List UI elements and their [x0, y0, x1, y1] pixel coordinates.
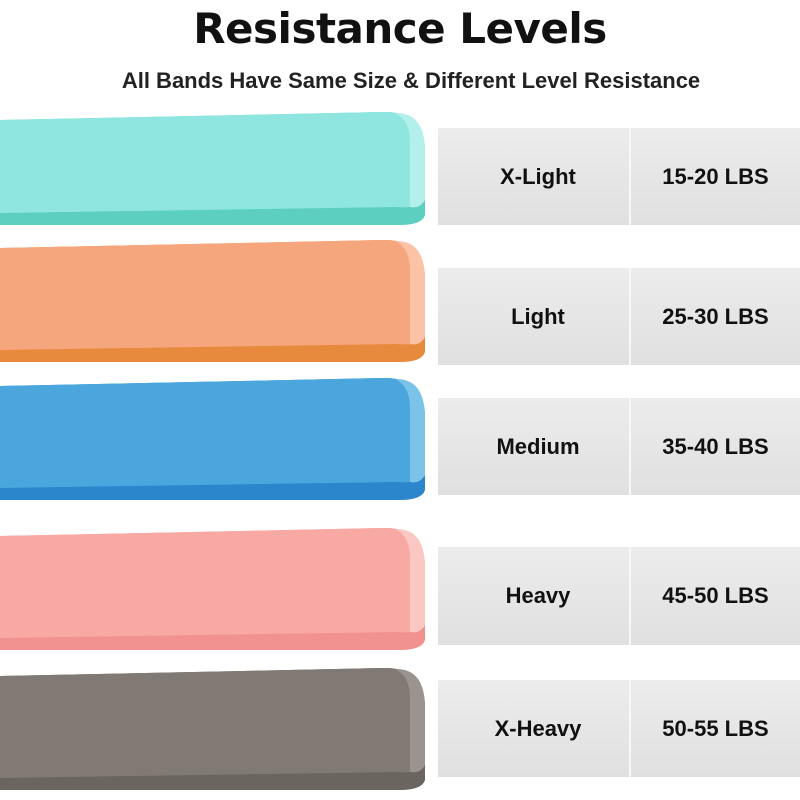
divider — [629, 680, 631, 777]
level-row: X-Light 15-20 LBS — [438, 128, 800, 225]
band-shape — [395, 112, 425, 208]
band-shape — [395, 378, 425, 483]
level-row: Heavy 45-50 LBS — [438, 547, 800, 645]
band-shape — [395, 668, 425, 773]
band-shape — [0, 668, 425, 778]
resistance-label: 25-30 LBS — [662, 303, 769, 329]
subtitle: All Bands Have Same Size & Different Lev… — [121, 68, 701, 93]
band-shape — [395, 528, 425, 633]
level-row: X-Heavy 50-55 LBS — [438, 680, 800, 777]
band-shape — [0, 240, 425, 350]
level-row: Light 25-30 LBS — [438, 268, 800, 365]
band-shape — [395, 240, 425, 345]
level-label: X-Light — [500, 163, 576, 189]
divider — [629, 268, 631, 365]
band-shape — [0, 378, 425, 488]
resistance-label: 45-50 LBS — [662, 583, 769, 608]
level-label: Light — [511, 303, 565, 329]
resistance-label: 50-55 LBS — [662, 715, 769, 741]
level-row: Medium 35-40 LBS — [438, 398, 800, 495]
divider — [629, 128, 631, 225]
resistance-label: 35-40 LBS — [662, 433, 769, 459]
divider — [629, 547, 631, 645]
band-shape — [0, 528, 425, 638]
resistance-label: 15-20 LBS — [662, 163, 769, 189]
divider — [629, 398, 631, 495]
level-label: X-Heavy — [494, 715, 582, 741]
level-label: Heavy — [505, 583, 571, 608]
level-label: Medium — [496, 433, 580, 459]
title: Resistance Levels — [193, 4, 607, 53]
band-shape — [0, 112, 425, 213]
